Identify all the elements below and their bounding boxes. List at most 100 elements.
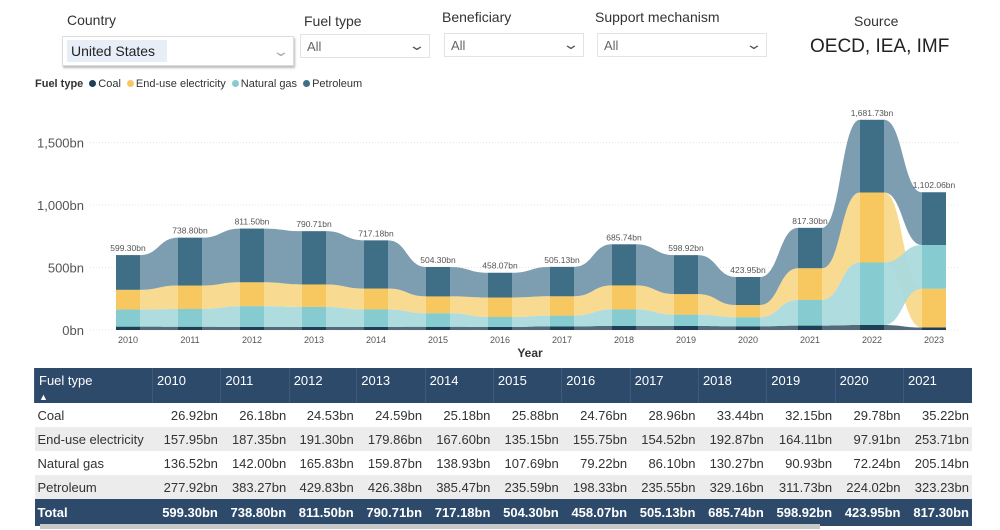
ribbon-end-use-electricity[interactable] [698, 294, 736, 318]
ribbon-natural-gas[interactable] [574, 309, 612, 327]
bar-segment-petroleum[interactable] [674, 255, 698, 295]
column-header-year[interactable]: 2017 [629, 368, 699, 403]
bar-segment-end-use-electricity[interactable] [860, 192, 884, 263]
fuel-type-dropdown[interactable]: All ⌄ [300, 34, 430, 58]
column-header-year[interactable]: 2018 [697, 368, 767, 403]
ribbon-end-use-electricity[interactable] [574, 285, 612, 316]
bar-segment-end-use-electricity[interactable] [364, 288, 388, 310]
bar-segment-petroleum[interactable] [922, 192, 946, 245]
bar-segment-petroleum[interactable] [364, 240, 388, 289]
bar-segment-natural-gas[interactable] [798, 299, 822, 326]
ribbon-coal[interactable] [202, 326, 240, 330]
horizontal-scrollbar[interactable] [40, 524, 820, 529]
bar-segment-petroleum[interactable] [488, 272, 512, 298]
bar-segment-natural-gas[interactable] [364, 309, 388, 327]
bar-segment-coal[interactable] [302, 326, 326, 330]
bar-segment-coal[interactable] [488, 326, 512, 330]
legend-item-natural-gas[interactable]: Natural gas [231, 78, 297, 90]
bar-segment-end-use-electricity[interactable] [550, 296, 574, 316]
bar-segment-petroleum[interactable] [426, 266, 450, 297]
ribbon-end-use-electricity[interactable] [388, 288, 426, 314]
legend-item-coal[interactable]: Coal [89, 78, 121, 90]
column-header-year[interactable]: 2015 [492, 368, 562, 403]
bar-segment-petroleum[interactable] [798, 227, 822, 269]
bar-segment-end-use-electricity[interactable] [488, 297, 512, 318]
ribbon-petroleum[interactable] [140, 237, 178, 290]
ribbon-petroleum[interactable] [636, 244, 674, 295]
ribbon-coal[interactable] [388, 326, 426, 330]
ribbon-natural-gas[interactable] [388, 309, 426, 327]
bar-segment-coal[interactable] [116, 326, 140, 330]
ribbon-petroleum[interactable] [760, 227, 798, 306]
ribbon-end-use-electricity[interactable] [326, 284, 364, 310]
bar-segment-petroleum[interactable] [612, 244, 636, 286]
ribbon-petroleum[interactable] [574, 244, 612, 297]
ribbon-natural-gas[interactable] [636, 309, 674, 326]
ribbon-coal[interactable] [636, 325, 674, 330]
bar-segment-petroleum[interactable] [550, 266, 574, 297]
ribbon-petroleum[interactable] [264, 228, 302, 285]
bar-segment-natural-gas[interactable] [736, 317, 760, 327]
ribbon-end-use-electricity[interactable] [636, 285, 674, 315]
sort-ascending-icon[interactable]: ▲ [39, 392, 48, 402]
support-mechanism-dropdown[interactable]: All ⌄ [597, 33, 767, 57]
ribbon-coal[interactable] [450, 326, 488, 330]
ribbon-coal[interactable] [760, 325, 798, 330]
bar-segment-petroleum[interactable] [178, 237, 202, 286]
ribbon-coal[interactable] [884, 325, 922, 330]
ribbon-natural-gas[interactable] [822, 262, 860, 326]
ribbon-end-use-electricity[interactable] [202, 282, 240, 309]
bar-segment-natural-gas[interactable] [860, 262, 884, 326]
bar-segment-natural-gas[interactable] [488, 317, 512, 327]
ribbon-petroleum[interactable] [822, 119, 860, 269]
bar-segment-end-use-electricity[interactable] [240, 282, 264, 307]
bar-segment-end-use-electricity[interactable] [674, 294, 698, 315]
bar-segment-coal[interactable] [240, 326, 264, 330]
ribbon-natural-gas[interactable] [698, 314, 736, 327]
bar-segment-coal[interactable] [178, 326, 202, 330]
ribbon-petroleum[interactable] [388, 240, 426, 297]
column-header-year[interactable]: 2012 [288, 368, 357, 403]
bar-segment-natural-gas[interactable] [302, 306, 326, 327]
ribbon-petroleum[interactable] [450, 266, 488, 298]
ribbon-natural-gas[interactable] [760, 299, 798, 327]
ribbon-petroleum[interactable] [326, 231, 364, 289]
ribbon-coal[interactable] [140, 326, 178, 330]
bar-segment-end-use-electricity[interactable] [302, 284, 326, 307]
bar-segment-end-use-electricity[interactable] [426, 296, 450, 314]
ribbon-coal[interactable] [698, 325, 736, 330]
ribbon-petroleum[interactable] [698, 255, 736, 306]
column-header-year[interactable]: 2011 [220, 368, 290, 403]
column-header-year[interactable]: 2013 [356, 368, 426, 403]
beneficiary-dropdown[interactable]: All ⌄ [444, 33, 584, 57]
bar-segment-natural-gas[interactable] [550, 315, 574, 327]
ribbon-coal[interactable] [512, 326, 550, 330]
column-header-fuel-type[interactable]: Fuel type ▲ [34, 368, 153, 403]
column-header-year[interactable]: 2016 [561, 368, 631, 403]
bar-segment-coal[interactable] [364, 326, 388, 330]
bar-segment-end-use-electricity[interactable] [612, 285, 636, 310]
bar-segment-coal[interactable] [674, 325, 698, 330]
legend-item-electricity[interactable]: End-use electricity [126, 78, 226, 90]
ribbon-natural-gas[interactable] [140, 308, 178, 327]
ribbon-end-use-electricity[interactable] [450, 296, 488, 318]
ribbon-petroleum[interactable] [884, 119, 922, 245]
ribbon-coal[interactable] [574, 325, 612, 330]
bar-segment-petroleum[interactable] [860, 119, 884, 193]
bar-segment-natural-gas[interactable] [612, 309, 636, 326]
ribbon-end-use-electricity[interactable] [760, 268, 798, 318]
ribbon-end-use-electricity[interactable] [140, 285, 178, 310]
ribbon-natural-gas[interactable] [326, 306, 364, 327]
ribbon-coal[interactable] [326, 326, 364, 330]
column-header-year[interactable]: 2019 [766, 368, 836, 403]
bar-segment-end-use-electricity[interactable] [798, 268, 822, 300]
bar-segment-petroleum[interactable] [736, 277, 760, 306]
bar-segment-petroleum[interactable] [240, 228, 264, 283]
bar-segment-coal[interactable] [798, 325, 822, 330]
bar-segment-end-use-electricity[interactable] [116, 289, 140, 310]
ribbon-end-use-electricity[interactable] [822, 192, 860, 300]
ribbon-natural-gas[interactable] [450, 313, 488, 327]
bar-segment-coal[interactable] [612, 325, 636, 330]
ribbon-natural-gas[interactable] [884, 245, 922, 325]
bar-segment-natural-gas[interactable] [922, 245, 946, 289]
